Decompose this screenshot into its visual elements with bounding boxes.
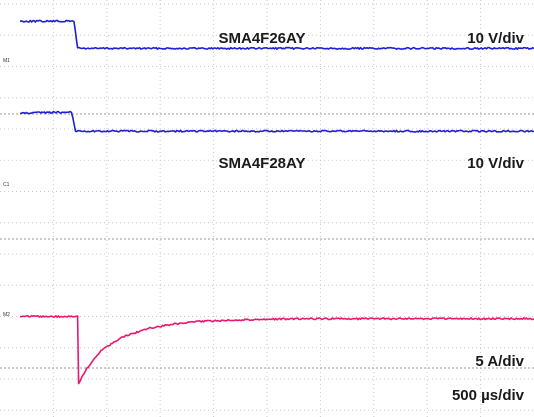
trace2-scale-label: 10 V/div bbox=[467, 155, 524, 172]
trace2-name-label: SMA4F28AY bbox=[219, 155, 306, 172]
trace1-scale-label: 10 V/div bbox=[467, 30, 524, 47]
trace1-marker: M1 bbox=[3, 58, 10, 64]
scope-traces bbox=[19, 19, 534, 385]
current-scale-label: 5 A/div bbox=[475, 353, 524, 370]
series-line-2 bbox=[19, 110, 534, 133]
trace3-marker: M2 bbox=[3, 312, 10, 318]
series-line-1 bbox=[19, 19, 534, 50]
series-line-3 bbox=[19, 314, 534, 385]
trace1-name-label: SMA4F26AY bbox=[219, 30, 306, 47]
trace2-marker: C1 bbox=[3, 182, 10, 188]
time-scale-label: 500 µs/div bbox=[452, 387, 525, 404]
